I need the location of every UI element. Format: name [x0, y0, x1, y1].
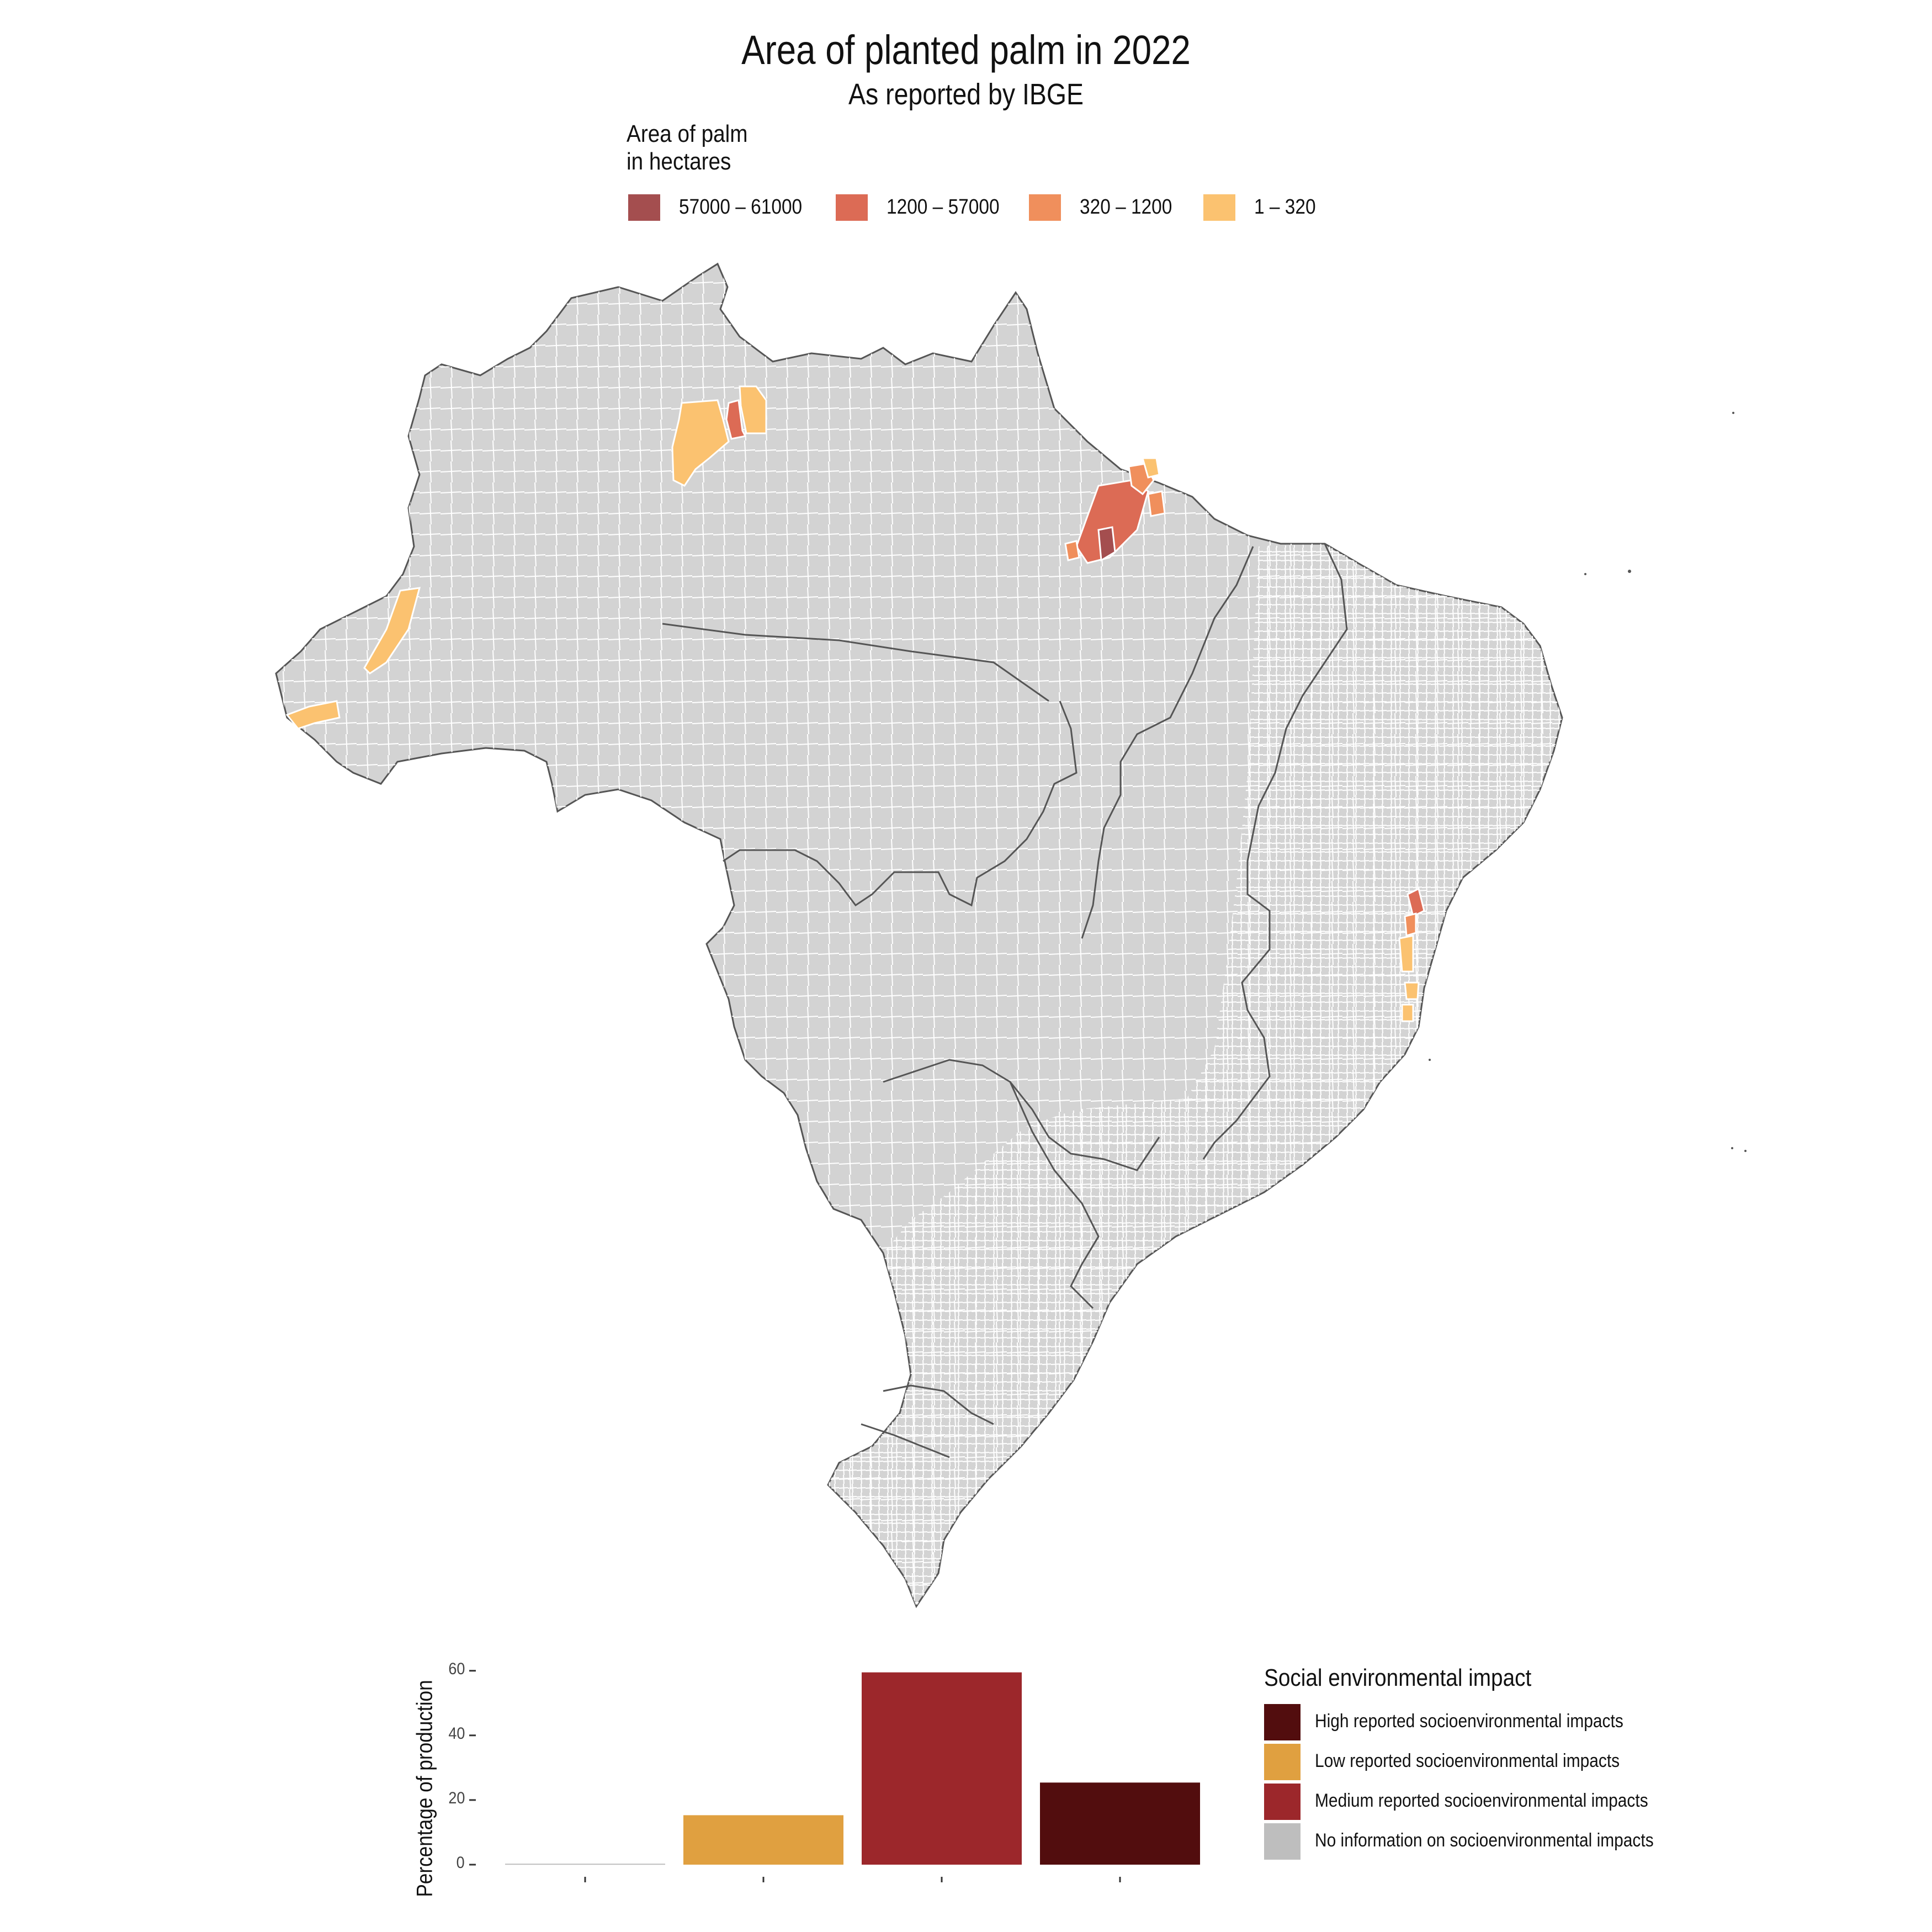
municipal-grid: [276, 264, 1562, 1606]
palm-area-bahia-4: [1404, 981, 1420, 1000]
bar-legend-swatch: [1264, 1744, 1301, 1780]
bar-legend-swatch: [1264, 1784, 1301, 1820]
map-legend-swatch: [1029, 194, 1061, 221]
bar-4: [1040, 1782, 1200, 1865]
palm-area-roraima-mid: [725, 399, 747, 440]
bar-legend-label: Medium reported socioenvironmental impac…: [1315, 1790, 1648, 1811]
y-tick-label: 40: [448, 1724, 465, 1743]
bar-legend-title: Social environmental impact: [1264, 1664, 1532, 1691]
palm-area-bahia-5: [1401, 1004, 1414, 1022]
y-tick-label: 0: [456, 1854, 465, 1872]
offshore-islands: [1429, 412, 1747, 1152]
map-legend-swatch: [836, 194, 868, 221]
map-legend-title: Area of palm in hectares: [627, 120, 748, 176]
map-legend-label: 320 – 1200: [1080, 195, 1172, 219]
y-tick-label: 60: [448, 1659, 465, 1678]
bar-3: [862, 1672, 1022, 1865]
bar-legend-swatch: [1264, 1704, 1301, 1740]
map-title: Area of planted palm in 2022: [741, 27, 1191, 73]
map-legend-label: 1200 – 57000: [887, 195, 1000, 219]
palm-area-para-top: [1097, 526, 1116, 562]
palm-area-roraima-east: [739, 385, 767, 434]
palm-area-para-w: [1064, 540, 1080, 561]
palm-area-acre-north: [363, 587, 421, 675]
bar-1: [505, 1864, 665, 1865]
palm-areas: [285, 385, 1425, 1022]
bar-legend-label: Low reported socioenvironmental impacts: [1315, 1750, 1620, 1771]
y-axis-label: Percentage of production: [412, 1680, 437, 1897]
map-legend-title-line1: Area of palm: [627, 120, 748, 147]
bar-legend-label: No information on socioenvironmental imp…: [1315, 1830, 1654, 1851]
map-legend-swatch: [628, 194, 660, 221]
palm-area-roraima-west: [671, 399, 730, 487]
map-legend-title-line2: in hectares: [627, 148, 731, 175]
brazil-map: [275, 262, 1747, 1609]
bar-legend-label: High reported socioenvironmental impacts: [1315, 1711, 1623, 1732]
palm-area-para-n2: [1142, 457, 1160, 479]
map-legend-label: 57000 – 61000: [679, 195, 803, 219]
palm-area-bahia-3: [1398, 935, 1414, 973]
bar-legend-swatch: [1264, 1823, 1301, 1860]
state-borders: [662, 543, 1348, 1458]
y-tick-label: 20: [448, 1788, 465, 1807]
bar-2: [683, 1815, 843, 1865]
palm-area-bahia-2: [1404, 912, 1417, 937]
palm-area-para-e: [1147, 490, 1166, 517]
map-legend-swatch: [1203, 194, 1235, 221]
map-subtitle: As reported by IBGE: [848, 78, 1084, 111]
palm-area-bahia-1: [1406, 887, 1425, 918]
municipal-grid-dense: [828, 544, 1562, 1606]
map-legend-label: 1 – 320: [1254, 195, 1316, 219]
palm-area-acre-south: [285, 700, 341, 730]
